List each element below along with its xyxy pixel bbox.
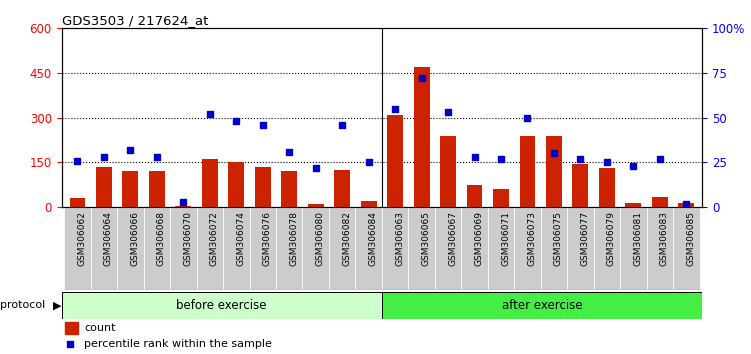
Text: count: count <box>84 323 116 333</box>
Bar <box>409 207 435 290</box>
Bar <box>620 207 647 290</box>
Bar <box>334 170 350 207</box>
Bar <box>652 197 668 207</box>
Bar <box>176 206 192 207</box>
Bar <box>308 204 324 207</box>
Bar <box>96 167 112 207</box>
Bar <box>487 207 514 290</box>
Text: GSM306070: GSM306070 <box>183 211 192 266</box>
Text: GSM306077: GSM306077 <box>581 211 590 266</box>
Text: GSM306085: GSM306085 <box>686 211 695 266</box>
Bar <box>70 198 86 207</box>
Bar <box>647 207 673 290</box>
Text: GSM306080: GSM306080 <box>315 211 324 266</box>
Bar <box>678 202 694 207</box>
Bar <box>282 171 297 207</box>
Text: ▶: ▶ <box>53 300 61 310</box>
Text: GSM306071: GSM306071 <box>501 211 510 266</box>
Text: before exercise: before exercise <box>176 299 267 312</box>
Text: GSM306067: GSM306067 <box>448 211 457 266</box>
Bar <box>593 207 620 290</box>
Text: after exercise: after exercise <box>502 299 582 312</box>
Text: GSM306062: GSM306062 <box>77 211 86 266</box>
Bar <box>382 292 702 319</box>
Text: GSM306066: GSM306066 <box>131 211 140 266</box>
Bar <box>117 207 143 290</box>
Text: GSM306083: GSM306083 <box>660 211 669 266</box>
Bar <box>62 292 382 319</box>
Text: GSM306073: GSM306073 <box>527 211 536 266</box>
Bar <box>202 159 218 207</box>
Bar <box>435 207 461 290</box>
Bar <box>520 136 535 207</box>
Bar <box>249 207 276 290</box>
Text: GSM306069: GSM306069 <box>475 211 484 266</box>
Bar <box>329 207 355 290</box>
Text: GSM306068: GSM306068 <box>157 211 166 266</box>
Text: GSM306064: GSM306064 <box>104 211 113 266</box>
Bar <box>382 207 409 290</box>
Bar <box>276 207 303 290</box>
Bar <box>355 207 382 290</box>
Text: GSM306082: GSM306082 <box>342 211 351 266</box>
Bar <box>197 207 223 290</box>
Bar <box>228 162 244 207</box>
Bar <box>255 167 270 207</box>
Text: GDS3503 / 217624_at: GDS3503 / 217624_at <box>62 14 208 27</box>
Text: GSM306072: GSM306072 <box>210 211 219 266</box>
Bar <box>493 189 509 207</box>
Bar <box>388 115 403 207</box>
Text: GSM306074: GSM306074 <box>237 211 246 266</box>
Bar <box>461 207 487 290</box>
Bar <box>546 136 562 207</box>
Bar <box>599 169 615 207</box>
Bar <box>122 171 138 207</box>
Text: GSM306079: GSM306079 <box>607 211 616 266</box>
Bar <box>567 207 593 290</box>
Text: GSM306065: GSM306065 <box>421 211 430 266</box>
Bar <box>65 207 91 290</box>
Bar <box>572 164 588 207</box>
Bar <box>414 67 430 207</box>
Bar <box>303 207 329 290</box>
Bar <box>626 202 641 207</box>
Text: GSM306063: GSM306063 <box>395 211 404 266</box>
Bar <box>223 207 249 290</box>
Text: GSM306078: GSM306078 <box>289 211 298 266</box>
Bar <box>149 171 164 207</box>
Bar <box>466 185 482 207</box>
Bar <box>360 201 376 207</box>
Bar <box>514 207 541 290</box>
Bar <box>143 207 170 290</box>
Text: protocol: protocol <box>0 300 45 310</box>
Bar <box>440 136 456 207</box>
Text: GSM306081: GSM306081 <box>633 211 642 266</box>
Bar <box>673 207 699 290</box>
Bar <box>541 207 567 290</box>
Text: GSM306084: GSM306084 <box>369 211 378 266</box>
Text: GSM306075: GSM306075 <box>554 211 563 266</box>
Bar <box>91 207 117 290</box>
Bar <box>170 207 197 290</box>
Text: percentile rank within the sample: percentile rank within the sample <box>84 339 272 349</box>
Bar <box>65 322 77 334</box>
Text: GSM306076: GSM306076 <box>263 211 272 266</box>
